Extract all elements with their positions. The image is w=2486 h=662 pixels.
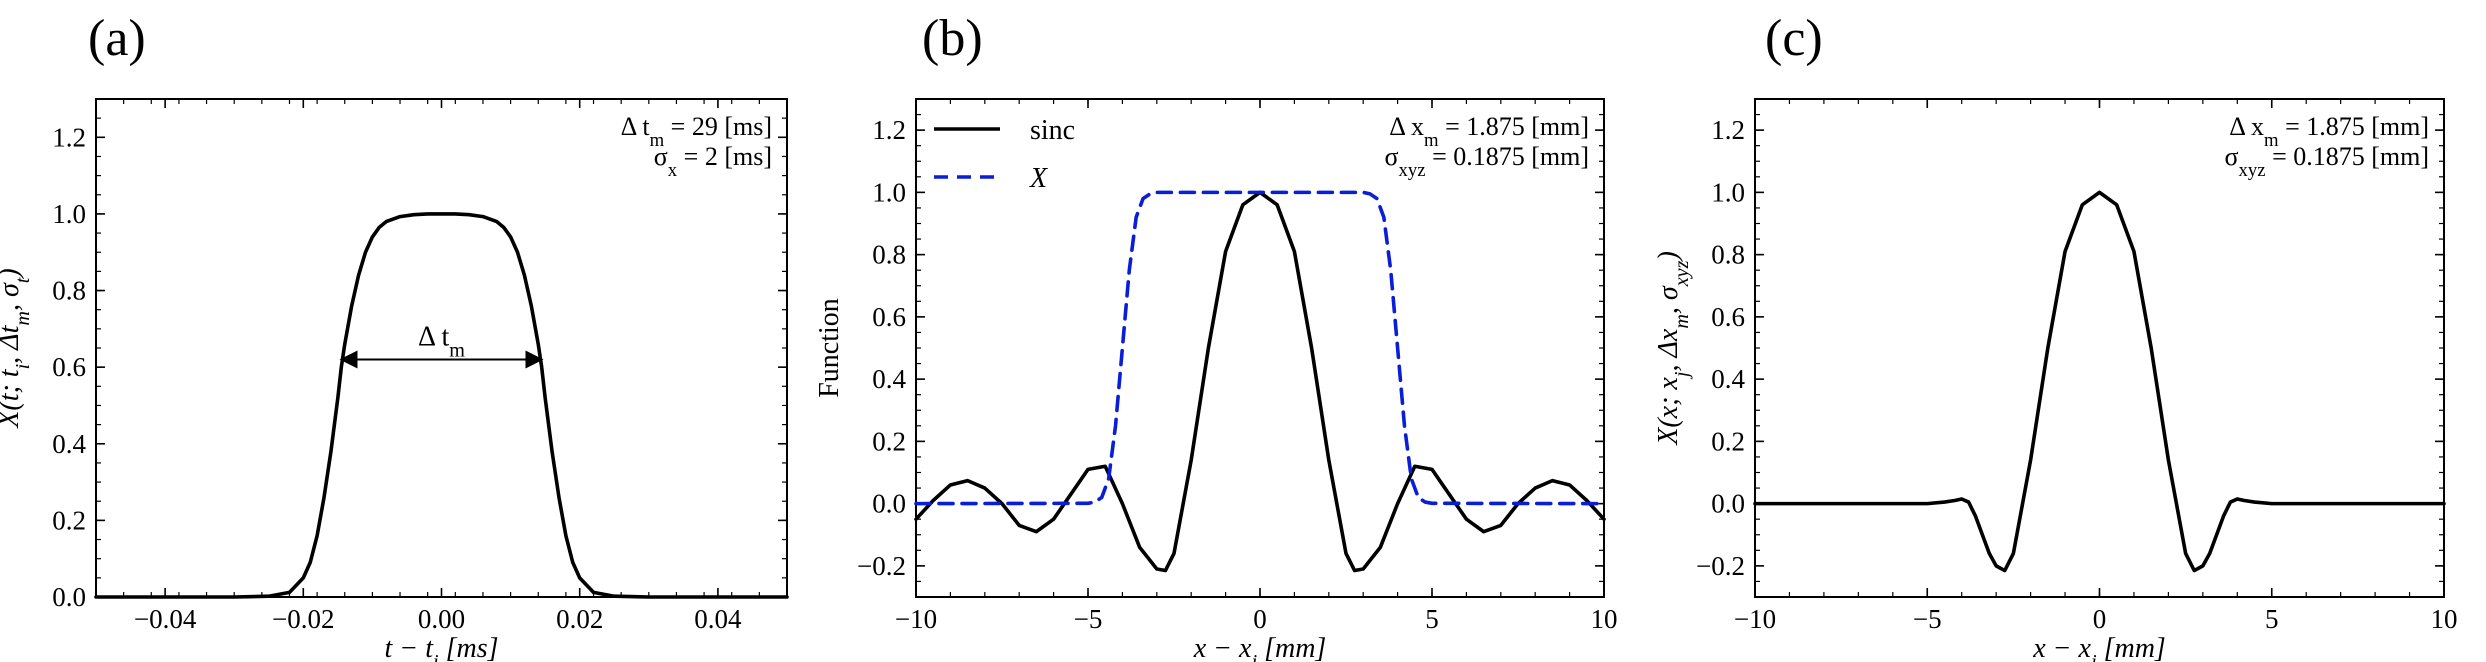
arrow-label: Δ tm: [418, 321, 465, 361]
y-tick-label: 0.4: [872, 364, 906, 394]
x-tick-label: 0.04: [694, 604, 742, 634]
annotation-text: Δ xm = 1.875 [mm]: [2229, 112, 2429, 151]
annotation-text: Δ xm = 1.875 [mm]: [1389, 112, 1589, 151]
y-tick-label: 0.6: [872, 302, 906, 332]
y-tick-label: 1.0: [52, 199, 86, 229]
legend-label-x: X: [1029, 163, 1048, 194]
y-axis-label: X(t; ti, Δtm, σt): [0, 268, 34, 428]
series-line-sinc: [914, 190, 1606, 573]
y-tick-label: 1.0: [1711, 177, 1745, 207]
x-tick-label: −5: [1074, 604, 1103, 634]
x-tick-label: 0: [2093, 604, 2107, 634]
y-tick-label: 0.2: [872, 426, 906, 456]
y-tick-label: 0.8: [1711, 240, 1745, 270]
y-tick-label: −0.2: [1696, 551, 1745, 581]
annotation-text: σx = 2 [ms]: [654, 142, 772, 181]
y-tick-label: 1.0: [872, 177, 906, 207]
x-tick-label: −0.02: [272, 604, 334, 634]
x-tick-label: 0.00: [418, 604, 465, 634]
chart-panel-a: (a) −0.04 −0.02 0.00 0.02 0.04 0.0 0.2 0.4 0.6 0.8…: [0, 10, 789, 662]
x-tick-label: 10: [2431, 604, 2458, 634]
x-tick-label: −10: [895, 604, 937, 634]
panel-label: (a): [88, 10, 146, 67]
panel-label: (c): [1765, 10, 1823, 67]
y-tick-label: 0.4: [1711, 364, 1745, 394]
plot-frame: [915, 98, 1605, 598]
y-tick-label: 0.6: [1711, 302, 1745, 332]
annotation-text: Δ tm = 29 [ms]: [621, 112, 772, 151]
chart-panel-c: (c) −10 −5 0 5 10 −0.2 0.0 0.2 0.4 0.6 0.8 1.0 1.2 x −…: [1653, 10, 2458, 662]
plot-frame: [1754, 98, 2445, 598]
y-tick-label: 0.8: [872, 240, 906, 270]
y-tick-label: 1.2: [52, 122, 86, 152]
series-line-x: [914, 190, 1606, 506]
annotation-text: σxyz = 0.1875 [mm]: [2225, 142, 2429, 181]
y-tick-label: 0.0: [52, 582, 86, 612]
x-tick-label: 0: [1253, 604, 1267, 634]
x-tick-label: −5: [1913, 604, 1942, 634]
x-tick-label: 10: [1591, 604, 1618, 634]
legend-label-sinc: sinc: [1030, 115, 1075, 146]
x-tick-label: −0.04: [134, 604, 197, 634]
y-tick-label: −0.2: [857, 551, 906, 581]
y-tick-label: 1.2: [872, 115, 906, 145]
x-axis-label: x − xj [mm]: [1193, 633, 1327, 662]
y-tick-label: 0.6: [52, 352, 86, 382]
y-axis-label: Function: [814, 298, 845, 398]
series-line-0: [1753, 190, 2446, 573]
x-tick-label: −10: [1734, 604, 1776, 634]
y-tick-label: 0.0: [872, 489, 906, 519]
y-tick-label: 0.2: [1711, 426, 1745, 456]
x-tick-label: 5: [1425, 604, 1439, 634]
y-axis-label: X(x; xj, Δxm, σxyz): [1653, 251, 1693, 446]
x-tick-label: 5: [2265, 604, 2279, 634]
panel-label: (b): [922, 10, 983, 67]
series-line-0: [94, 212, 789, 599]
x-tick-label: 0.02: [556, 604, 603, 634]
chart-panel-b: (b) −10 −5 0 5 10 −0.2 0.0 0.2 0.4 0.6 0.8 1.0 1.2 x −…: [814, 10, 1618, 662]
annotation-text: σxyz = 0.1875 [mm]: [1385, 142, 1589, 181]
x-axis-label: t − ti [ms]: [385, 633, 499, 662]
x-axis-label: x − xj [mm]: [2032, 633, 2166, 662]
y-tick-label: 0.4: [52, 429, 86, 459]
y-tick-label: 0.0: [1711, 489, 1745, 519]
y-tick-label: 0.8: [52, 276, 86, 306]
y-tick-label: 1.2: [1711, 115, 1745, 145]
y-tick-label: 0.2: [52, 505, 86, 535]
